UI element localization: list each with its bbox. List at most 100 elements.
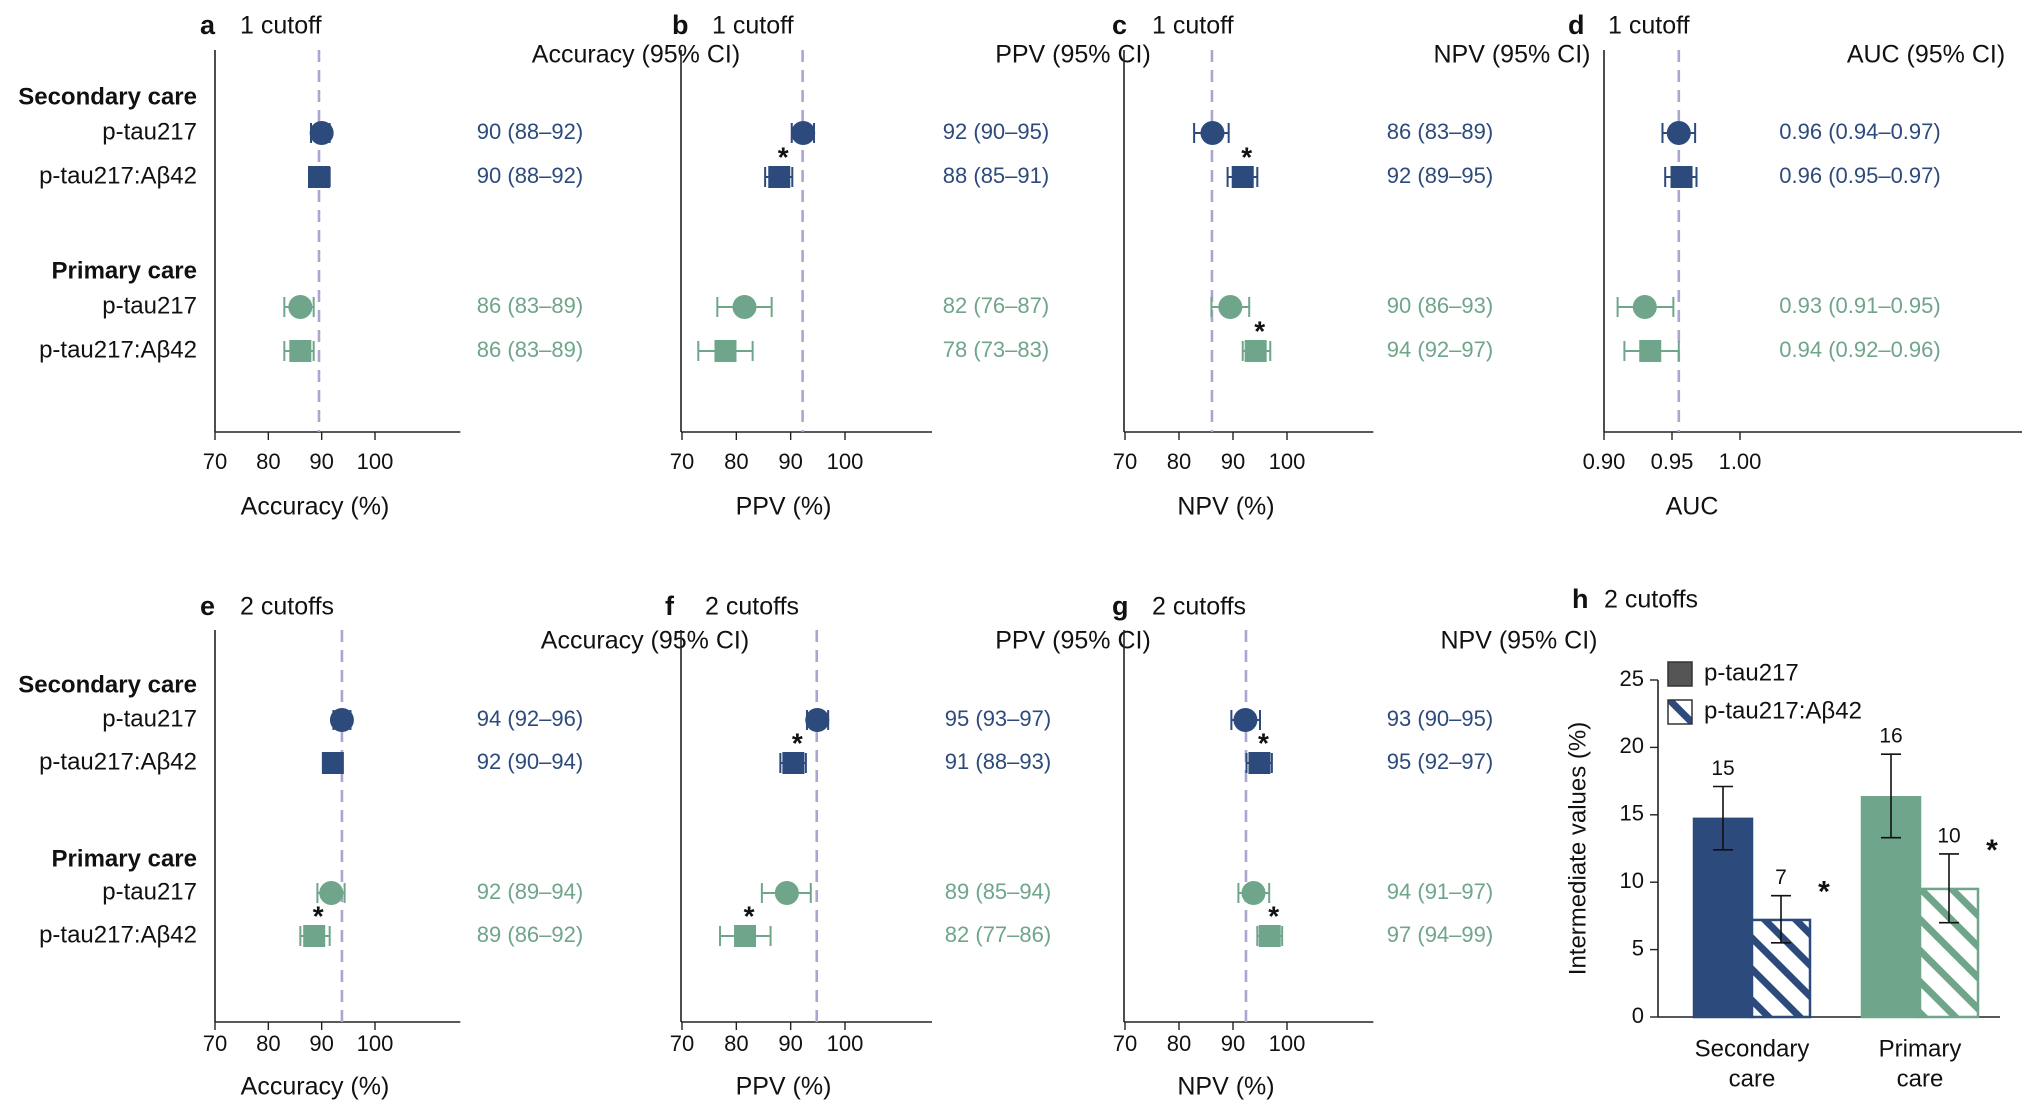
ci-text: 92 (89–94)	[477, 879, 583, 904]
x-tick-label: 80	[1167, 1031, 1191, 1056]
x-tick-label: 100	[1269, 1031, 1306, 1056]
panel-letter: g	[1112, 591, 1129, 621]
data-label: 15	[1711, 757, 1734, 780]
point-square	[768, 166, 791, 188]
panel-letter: d	[1568, 10, 1585, 40]
x-tick-label: 70	[1113, 1031, 1137, 1056]
panel-title: 2 cutoffs	[705, 593, 799, 621]
ci-text: 90 (88–92)	[477, 163, 583, 188]
x-tick-label: 70	[203, 1031, 227, 1056]
panel-title: 1 cutoff	[240, 12, 322, 40]
ci-text: 92 (90–95)	[943, 119, 1049, 144]
ci-text: 0.96 (0.95–0.97)	[1779, 163, 1940, 188]
y-axis-label: Intermediate values (%)	[1564, 722, 1591, 975]
ci-text: 89 (85–94)	[945, 879, 1051, 904]
category-label: Secondary	[1695, 1035, 1810, 1062]
point-circle	[1200, 121, 1225, 145]
primary-care-header: Primary care	[52, 845, 197, 872]
point-square	[321, 752, 344, 774]
ci-text: 91 (88–93)	[945, 749, 1051, 774]
row-label: p-tau217	[102, 118, 197, 145]
ci-text: 86 (83–89)	[477, 293, 583, 318]
ci-header: AUC (95% CI)	[1847, 41, 2005, 69]
x-tick-label: 70	[670, 449, 694, 474]
ci-text: 86 (83–89)	[477, 337, 583, 362]
category-label: Primary	[1879, 1035, 1962, 1062]
ci-text: 94 (92–97)	[1387, 337, 1493, 362]
bar	[1750, 918, 1812, 1019]
ci-text: 0.94 (0.92–0.96)	[1779, 337, 1940, 362]
ci-text: 78 (73–83)	[943, 337, 1049, 362]
ci-text: 88 (85–91)	[943, 163, 1049, 188]
x-tick-label: 100	[357, 449, 394, 474]
ci-header: PPV (95% CI)	[995, 41, 1151, 69]
significance-star: *	[1986, 834, 1998, 867]
legend-label: p-tau217	[1704, 659, 1799, 686]
x-tick-label: 70	[203, 449, 227, 474]
x-axis-label: NPV (%)	[1177, 1073, 1274, 1101]
ci-text: 97 (94–99)	[1387, 922, 1493, 947]
point-square	[1639, 340, 1662, 362]
x-axis-label: PPV (%)	[736, 493, 832, 521]
point-square	[734, 925, 757, 947]
point-square	[714, 340, 737, 362]
point-circle	[1241, 881, 1266, 905]
panel-title: 1 cutoff	[1608, 12, 1690, 40]
panel-title: 2 cutoffs	[1152, 593, 1246, 621]
row-label: p-tau217:Aβ42	[39, 162, 197, 189]
ci-header: NPV (95% CI)	[1441, 627, 1598, 655]
x-tick-label: 80	[256, 449, 280, 474]
significance-star: *	[744, 900, 755, 931]
x-tick-label: 90	[778, 449, 802, 474]
ci-text: 82 (77–86)	[945, 922, 1051, 947]
x-tick-label: 80	[724, 1031, 748, 1056]
point-square	[1670, 166, 1693, 188]
legend-swatch-solid	[1667, 661, 1693, 687]
ci-text: 86 (83–89)	[1387, 119, 1493, 144]
point-circle	[1632, 295, 1657, 319]
secondary-care-header: Secondary care	[18, 671, 197, 698]
panel-letter: h	[1572, 584, 1589, 614]
row-label: p-tau217:Aβ42	[39, 748, 197, 775]
panel-g: g 2 cutoffs NPV (95% CI) 70 80 90 100 NPV (%) 93…	[1112, 591, 1597, 1100]
panel-title: 2 cutoffs	[240, 593, 334, 621]
point-circle	[309, 121, 334, 145]
data-label: 16	[1879, 725, 1902, 748]
ci-header: PPV (95% CI)	[995, 627, 1151, 655]
panel-letter: a	[200, 10, 216, 40]
x-tick-label: 90	[309, 1031, 333, 1056]
row-label: p-tau217:Aβ42	[39, 921, 197, 948]
x-axis-label: AUC	[1666, 493, 1719, 521]
significance-star: *	[1818, 876, 1830, 909]
panel-letter: c	[1112, 10, 1127, 40]
panel-e: e 2 cutoffs Accuracy (95% CI) 70 80 90 100 Accu…	[18, 591, 749, 1100]
ci-text: 94 (92–96)	[477, 706, 583, 731]
ci-header: NPV (95% CI)	[1434, 41, 1591, 69]
y-tick-label: 0	[1632, 1003, 1644, 1028]
row-label: p-tau217	[102, 292, 197, 319]
ci-text: 90 (86–93)	[1387, 293, 1493, 318]
legend-swatch-hatch	[1667, 699, 1693, 725]
ci-text: 82 (76–87)	[943, 293, 1049, 318]
point-circle	[1218, 295, 1243, 319]
panel-letter: e	[200, 591, 215, 621]
x-axis-label: PPV (%)	[736, 1073, 832, 1101]
x-axis-label: Accuracy (%)	[241, 493, 390, 521]
significance-star: *	[313, 900, 324, 931]
point-circle	[288, 295, 313, 319]
point-circle	[774, 881, 799, 905]
panel-letter: f	[665, 591, 675, 621]
row-label: p-tau217	[102, 878, 197, 905]
y-tick-label: 5	[1632, 935, 1644, 960]
y-tick-label: 25	[1620, 666, 1644, 691]
significance-star: *	[1268, 900, 1279, 931]
ci-text: 94 (91–97)	[1387, 879, 1493, 904]
data-label: 10	[1937, 824, 1960, 847]
significance-star: *	[778, 141, 789, 172]
ci-text: 90 (88–92)	[477, 119, 583, 144]
x-tick-label: 100	[357, 1031, 394, 1056]
panel-title: 2 cutoffs	[1604, 586, 1698, 614]
category-label: care	[1897, 1065, 1944, 1092]
ci-text: 95 (92–97)	[1387, 749, 1493, 774]
